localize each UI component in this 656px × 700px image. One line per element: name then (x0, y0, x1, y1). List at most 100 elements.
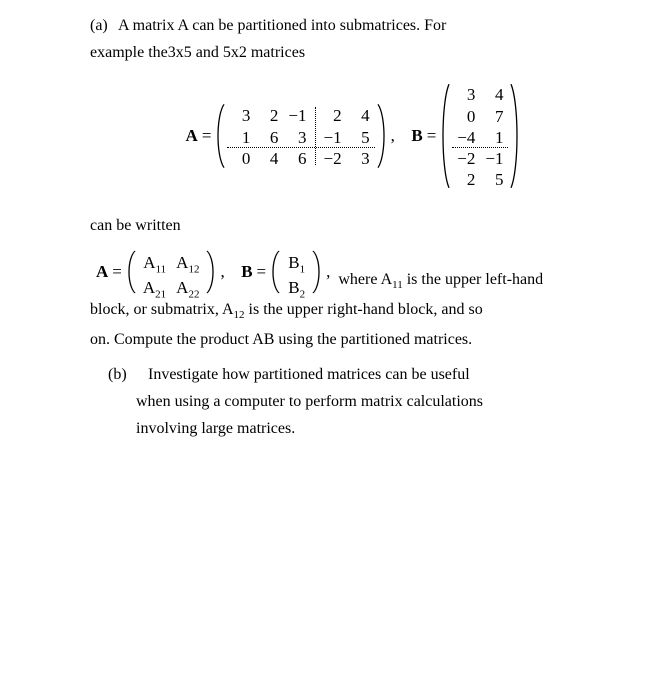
matrix-a: 3 1 0 2 6 4 −1 3 6 (215, 103, 386, 169)
comma-1: , (391, 126, 395, 146)
cell: 7 (485, 106, 503, 127)
can-be-written: can be written (90, 214, 616, 237)
cell: 6 (260, 127, 278, 148)
matrix-b-body: 3 0 −4 −2 2 4 7 1 −1 5 (450, 82, 510, 190)
lparen-a (215, 103, 225, 169)
cell: 4 (485, 84, 503, 105)
cell: 3 (288, 127, 306, 148)
cell: −2 (457, 148, 475, 169)
cell: 2 (324, 105, 342, 126)
mb-col-1: 4 7 1 −1 5 (480, 84, 508, 188)
p2b: is the upper right-hand block, and so (245, 301, 483, 318)
eq-blockB-lhs: B (241, 262, 252, 282)
cell: −2 (324, 148, 342, 169)
a-para-3: on. Compute the product AB using the par… (90, 328, 616, 351)
mb-col-0: 3 0 −4 −2 2 (452, 84, 480, 188)
lparen-bb (270, 250, 280, 294)
eq-sign-1: = (202, 126, 212, 146)
rparen-bb (312, 250, 322, 294)
sym: A (176, 278, 188, 297)
cell: 3 (352, 148, 370, 169)
cell: B1 (287, 252, 305, 277)
lparen-b (440, 82, 450, 190)
a-intro-line1: A matrix A can be partitioned into subma… (118, 17, 446, 34)
cell: 0 (457, 106, 475, 127)
p2a: block, or submatrix, A (90, 301, 234, 318)
cell: −1 (288, 105, 306, 126)
comma-3: , (326, 262, 330, 282)
cell: −1 (324, 127, 342, 148)
cell: 3 (232, 105, 250, 126)
display-eq-2: A = A11 A21 A12 A22 , B = (90, 250, 616, 294)
cell: 4 (260, 148, 278, 169)
b-line1-row: (b) Investigate how partitioned matrices… (108, 363, 616, 386)
b-line3: involving large matrices. (136, 417, 616, 440)
cell: 2 (260, 105, 278, 126)
cell: 2 (457, 169, 475, 190)
p2sub: 12 (234, 309, 245, 321)
eq-sign-3: = (112, 262, 122, 282)
eq-blockA: A = A11 A21 A12 A22 , B = (96, 250, 330, 294)
eq-sign-4: = (257, 262, 267, 282)
sub: 11 (156, 263, 167, 275)
eq-blockA-lhs: A (96, 262, 108, 282)
cell: A11 (143, 252, 166, 277)
bb-col-0: B1 B2 (282, 252, 310, 292)
matrix-b-hdash (452, 147, 508, 148)
matrix-blockA: A11 A21 A12 A22 (126, 250, 217, 294)
a-para-2: block, or submatrix, A12 is the upper ri… (90, 298, 616, 324)
sub: 12 (188, 263, 199, 275)
trail-2: is the upper left-hand (403, 271, 543, 288)
sym: B (288, 253, 299, 272)
ma-col-2: −1 3 6 (283, 105, 311, 167)
sym: A (143, 278, 155, 297)
matrix-a-body: 3 1 0 2 6 4 −1 3 6 (225, 103, 376, 169)
cell: 5 (352, 127, 370, 148)
eq-B-lhs: B (411, 126, 422, 146)
matrix-a-hdash (227, 147, 374, 148)
cell: 1 (232, 127, 250, 148)
trail-sub: 11 (392, 280, 403, 292)
ma-col-0: 3 1 0 (227, 105, 255, 167)
a-label: (a) (90, 14, 118, 37)
matrix-a-vdash (315, 107, 316, 165)
cell: 3 (457, 84, 475, 105)
item-b: (b) Investigate how partitioned matrices… (108, 363, 616, 441)
rparen-b (510, 82, 520, 190)
item-a: (a)A matrix A can be partitioned into su… (90, 14, 616, 64)
cell: 0 (232, 148, 250, 169)
cell: 1 (485, 127, 503, 148)
comma-2: , (220, 262, 224, 282)
eq-A-lhs: A (186, 126, 198, 146)
sub: 1 (300, 263, 306, 275)
a-intro: (a)A matrix A can be partitioned into su… (90, 14, 616, 37)
trail-1: where A (338, 271, 392, 288)
b-line1: Investigate how partitioned matrices can… (148, 366, 470, 383)
cell: 6 (288, 148, 306, 169)
rparen-a (377, 103, 387, 169)
cell: 4 (352, 105, 370, 126)
page: (a)A matrix A can be partitioned into su… (0, 0, 656, 454)
rparen-ba (206, 250, 216, 294)
cell: −4 (457, 127, 475, 148)
ma-col-1: 2 6 4 (255, 105, 283, 167)
a-intro-line2: example the3x5 and 5x2 matrices (90, 41, 616, 64)
matrix-b: 3 0 −4 −2 2 4 7 1 −1 5 (440, 82, 520, 190)
ma-col-3: 2 −1 −2 (319, 105, 347, 167)
display-eq-1: A = 3 1 0 2 6 4 (90, 82, 616, 190)
sym: A (176, 253, 188, 272)
sym: A (143, 253, 155, 272)
eq-sign-2: = (427, 126, 437, 146)
matrix-blockA-body: A11 A21 A12 A22 (136, 250, 207, 294)
matrix-blockB: B1 B2 (270, 250, 322, 294)
sym: B (288, 278, 299, 297)
ma-col-4: 4 5 3 (347, 105, 375, 167)
trail-text: where A11 is the upper left-hand (338, 271, 543, 291)
matrix-blockB-body: B1 B2 (280, 250, 312, 294)
eq-A: A = 3 1 0 2 6 4 (186, 82, 521, 190)
cell: −1 (485, 148, 503, 169)
cell: 5 (485, 169, 503, 190)
b-label: (b) (108, 363, 136, 386)
b-line2: when using a computer to perform matrix … (136, 390, 616, 413)
ba-col-0: A11 A21 (138, 252, 171, 292)
